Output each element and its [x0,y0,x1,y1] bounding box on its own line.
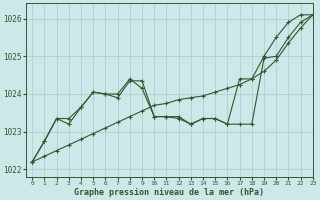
X-axis label: Graphe pression niveau de la mer (hPa): Graphe pression niveau de la mer (hPa) [75,188,264,197]
